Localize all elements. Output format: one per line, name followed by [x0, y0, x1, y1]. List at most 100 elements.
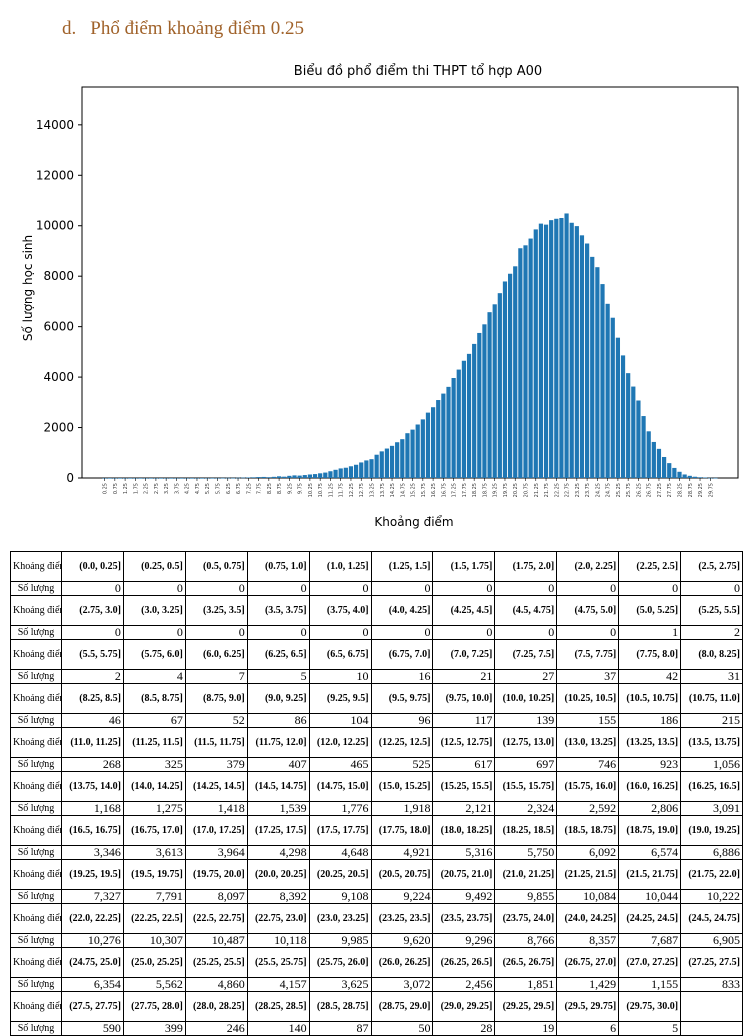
x-tick-label: 25.25 — [616, 483, 622, 497]
range-cell: (10.75, 11.0] — [680, 683, 743, 714]
bar — [487, 312, 492, 478]
count-cell: 3,346 — [61, 845, 124, 860]
range-cell: (3.0, 3.25] — [122, 595, 186, 626]
bar — [333, 469, 338, 478]
range-cell: (3.75, 4.0] — [308, 595, 372, 626]
range-cell: (22.75, 23.0] — [246, 903, 310, 934]
y-axis-label: Số lượng học sinh — [21, 235, 35, 341]
bar — [369, 459, 374, 478]
count-cell: 0 — [61, 625, 124, 640]
y-tick-label: 10000 — [36, 219, 74, 233]
bar — [466, 353, 472, 478]
count-cell: 6,574 — [618, 845, 682, 860]
range-cell: (0.25, 0.5] — [122, 551, 186, 582]
bar — [389, 445, 395, 478]
range-cell: (7.25, 7.5] — [494, 639, 558, 670]
bar — [697, 477, 703, 478]
bar — [117, 478, 123, 479]
range-cell: (2.5, 2.75] — [680, 551, 743, 582]
count-cell: 833 — [680, 977, 743, 992]
range-cell: (0.75, 1.0] — [246, 551, 310, 582]
count-row: Số lượng 0 0 0 0 0 0 0 0 0 1 2 — [10, 625, 743, 640]
range-cell: (3.25, 3.5] — [184, 595, 248, 626]
x-tick-label: 7.75 — [257, 483, 263, 494]
x-tick-label: 29.25 — [698, 483, 704, 497]
range-row: Khoảng điểm(13.75, 14.0](14.0, 14.25](14… — [10, 771, 743, 802]
count-cell: 10,084 — [556, 889, 620, 904]
range-cell: (0.5, 0.75] — [184, 551, 248, 582]
bar — [538, 223, 544, 478]
range-cell: (28.5, 28.75] — [308, 991, 372, 1022]
range-cell: (26.75, 27.0] — [556, 947, 620, 978]
x-tick-label: 8.75 — [277, 483, 283, 494]
count-cell: 10 — [308, 669, 372, 684]
bar — [431, 407, 436, 478]
section-heading-label: d. — [62, 18, 77, 39]
range-row: Khoảng điểm(2.75, 3.0](3.0, 3.25](3.25, … — [10, 595, 743, 626]
count-cell: 8,097 — [184, 889, 248, 904]
bar — [482, 324, 487, 478]
bar — [266, 477, 271, 478]
count-cell: 155 — [556, 713, 620, 728]
y-tick-label: 14000 — [36, 118, 74, 132]
range-cell: (26.0, 26.25] — [370, 947, 434, 978]
count-row: Số lượng 590 399 246 140 87 50 28 19 6 5 — [10, 1021, 743, 1036]
x-tick-label: 2.25 — [144, 483, 150, 494]
x-tick-label: 9.25 — [287, 483, 293, 494]
range-cell: (22.25, 22.5] — [122, 903, 186, 934]
x-tick-label: 21.75 — [544, 483, 550, 497]
count-cell: 42 — [618, 669, 682, 684]
range-cell: (23.0, 23.25] — [308, 903, 372, 934]
range-cell: (6.5, 6.75] — [308, 639, 372, 670]
bar — [420, 419, 425, 478]
range-cell: (15.5, 15.75] — [494, 771, 558, 802]
bar — [251, 477, 256, 478]
bar — [138, 478, 143, 479]
count-cell: 4 — [122, 669, 186, 684]
bar — [169, 478, 174, 479]
count-cell: 52 — [184, 713, 248, 728]
range-cell: (5.5, 5.75] — [61, 639, 124, 670]
bar — [415, 424, 420, 478]
count-cell: 7,791 — [122, 889, 186, 904]
bar — [405, 433, 410, 478]
bar — [579, 235, 585, 478]
count-row: Số lượng 268 325 379 407 465 525 617 697 746 923 1,… — [10, 757, 743, 772]
range-cell: (6.75, 7.0] — [370, 639, 434, 670]
range-cell: (28.0, 28.25] — [184, 991, 248, 1022]
range-cell: (14.75, 15.0] — [308, 771, 372, 802]
count-row-header: Số lượng — [10, 801, 62, 816]
y-axis-ticks: 0 2000 4000 6000 8000 10000 12000 14000 — [36, 118, 82, 485]
x-tick-label: 14.25 — [390, 483, 396, 497]
count-row-header: Số lượng — [10, 625, 62, 640]
x-tick-label: 10.75 — [318, 483, 324, 497]
count-cell: 28 — [432, 1021, 496, 1036]
count-cell: 10,307 — [122, 933, 186, 948]
count-cell: 1 — [618, 625, 682, 640]
count-cell: 10,487 — [184, 933, 248, 948]
bar — [446, 386, 451, 478]
range-cell: (12.0, 12.25] — [308, 727, 372, 758]
count-cell: 4,157 — [246, 977, 310, 992]
count-cell: 117 — [432, 713, 496, 728]
y-tick-label: 0 — [66, 471, 74, 485]
bar — [210, 477, 215, 479]
range-cell: (15.0, 15.25] — [370, 771, 434, 802]
x-tick-label: 14.75 — [400, 483, 406, 497]
section-heading-text: Phổ điểm khoảng điểm 0.25 — [90, 18, 304, 39]
x-tick-label: 11.25 — [328, 483, 334, 497]
count-cell: 2,806 — [618, 801, 682, 816]
bar — [348, 466, 354, 478]
range-cell: (11.0, 11.25] — [61, 727, 124, 758]
range-cell: (17.5, 17.75] — [308, 815, 372, 846]
count-cell: 590 — [61, 1021, 124, 1036]
bar — [477, 332, 482, 478]
count-cell: 8,357 — [556, 933, 620, 948]
count-cell: 923 — [618, 757, 682, 772]
range-cell: (20.0, 20.25] — [246, 859, 310, 890]
count-row: Số lượng 3,346 3,613 3,964 4,298 4,648 4,921 5,… — [10, 845, 743, 860]
range-cell: (20.75, 21.0] — [432, 859, 496, 890]
range-cell: (13.0, 13.25] — [556, 727, 620, 758]
bar — [651, 441, 656, 478]
range-cell: (16.25, 16.5] — [680, 771, 743, 802]
